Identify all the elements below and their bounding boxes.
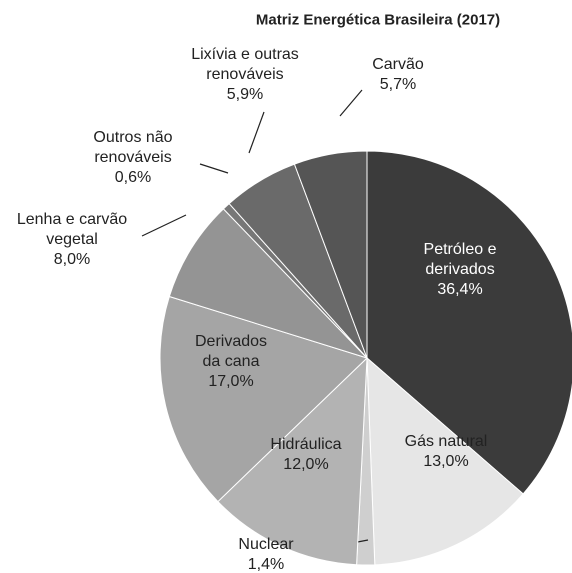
slice-label: Gás natural 13,0%: [405, 432, 488, 472]
value-label: 1,4%: [247, 556, 285, 573]
category-label: Nuclear: [238, 536, 294, 553]
chart-title: Matriz Energética Brasileira (2017): [255, 11, 501, 29]
value-label: 17,0%: [208, 373, 254, 390]
pie-slice: [159, 295, 368, 503]
slice-label: Nuclear 1,4%: [238, 535, 293, 573]
category-label: Derivados da cana: [194, 333, 268, 370]
value-label: 36,4%: [437, 281, 483, 298]
pie-slice: [217, 356, 368, 566]
slice-label: Carvão 5,7%: [372, 55, 424, 95]
slice-label: Lixívia e outras renováveis 5,9%: [191, 45, 299, 105]
pie-slice: [168, 208, 368, 359]
slice-label: Petróleo e derivados 36,4%: [424, 240, 497, 300]
category-label: Outros não renováveis: [93, 129, 173, 166]
category-label: Petróleo e derivados: [423, 241, 497, 278]
category-label: Lenha e carvão vegetal: [16, 211, 128, 248]
value-label: 8,0%: [53, 251, 91, 268]
leader-line: [339, 89, 363, 117]
slice-label: Lenha e carvão vegetal 8,0%: [17, 210, 127, 270]
value-label: 5,9%: [226, 86, 264, 103]
category-label: Gás natural: [404, 433, 488, 450]
category-label: Lixívia e outras renováveis: [191, 46, 299, 83]
pie-slice: [366, 150, 572, 495]
leader-line: [248, 111, 265, 154]
value-label: 0,6%: [114, 169, 152, 186]
category-label: Hidráulica: [270, 436, 342, 453]
value-label: 5,7%: [379, 76, 417, 93]
slice-label: Derivados da cana 17,0%: [195, 332, 267, 392]
pie-slice: [366, 356, 524, 566]
pie-slice: [293, 150, 368, 359]
value-label: 13,0%: [423, 453, 469, 470]
category-label: Carvão: [372, 56, 424, 73]
leader-line: [199, 163, 229, 174]
slice-label: Hidráulica 12,0%: [270, 435, 341, 475]
leader-line: [141, 214, 187, 237]
value-label: 12,0%: [283, 456, 329, 473]
slice-label: Outros não renováveis 0,6%: [93, 128, 172, 188]
